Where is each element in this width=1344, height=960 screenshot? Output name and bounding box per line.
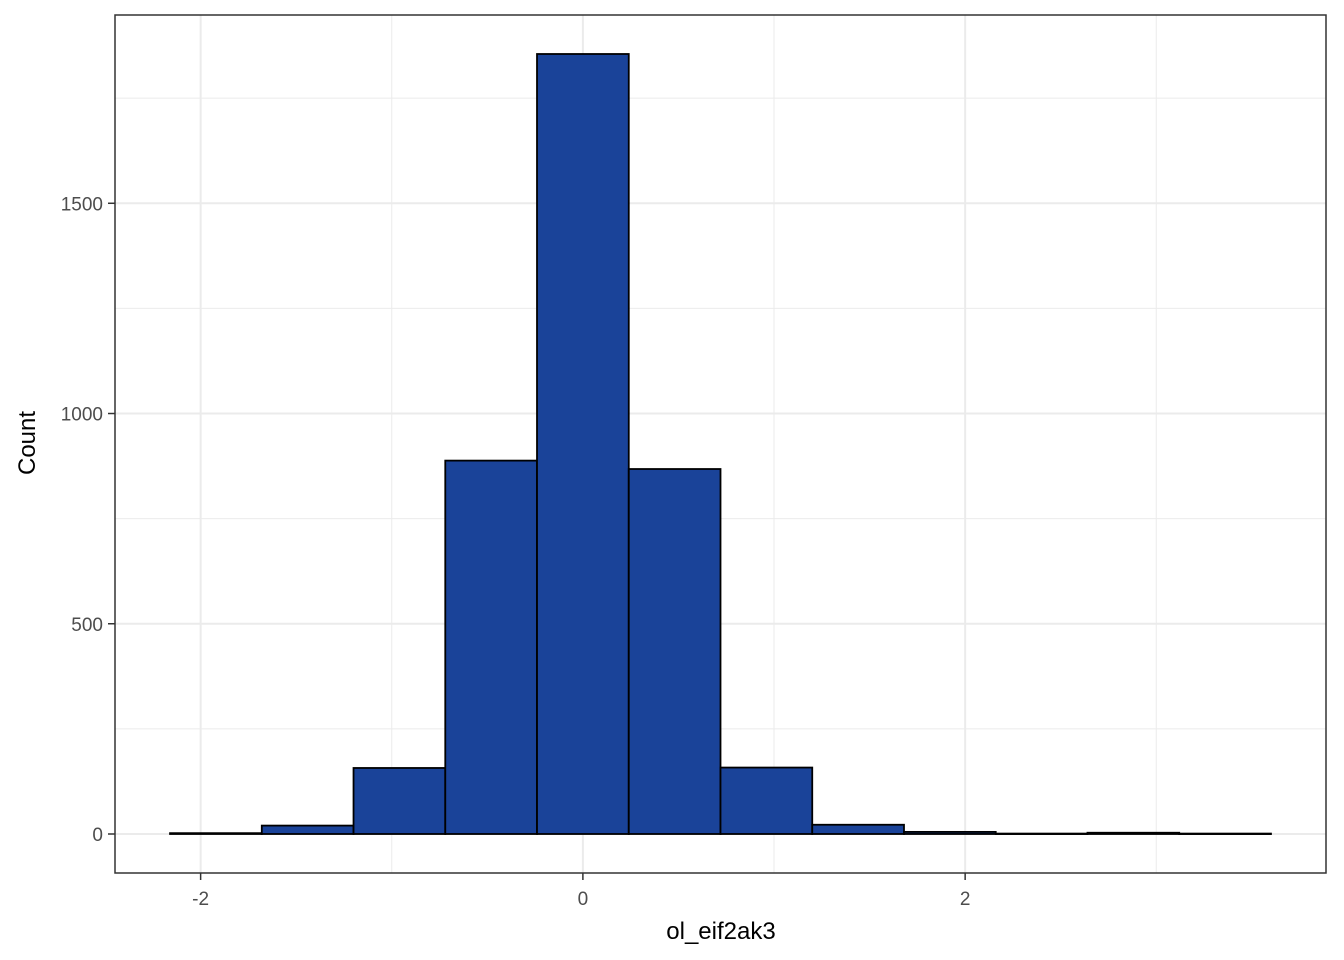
x-tick-label: -2 [192,889,209,910]
y-tick-label: 500 [71,615,103,636]
histogram-bar [903,830,997,835]
x-tick-label: 0 [578,889,589,910]
histogram-bar [169,832,263,835]
x-axis-ticks: -2 0 2 [192,873,970,910]
y-tick-label: 1000 [61,405,103,426]
histogram-bar [536,53,630,835]
panel-border [114,14,1327,874]
histogram-bar [811,823,905,835]
histogram-bar [352,767,447,835]
y-tick-label: 1500 [61,194,103,215]
y-axis-ticks: 0 500 1000 1500 [61,194,115,846]
histogram-bar [1086,831,1181,835]
x-tick-label: 2 [960,889,971,910]
histogram-bar [1178,832,1272,835]
histogram-bar [719,766,814,835]
x-axis-title: ol_eif2ak3 [666,918,775,945]
y-tick-label: 0 [92,825,103,846]
y-axis-title: Count [14,411,41,475]
histogram-bars [169,53,1272,835]
histogram-bar [444,459,538,835]
histogram-bar [260,824,355,835]
histogram-bar [627,468,722,835]
histogram-bar [994,832,1089,835]
